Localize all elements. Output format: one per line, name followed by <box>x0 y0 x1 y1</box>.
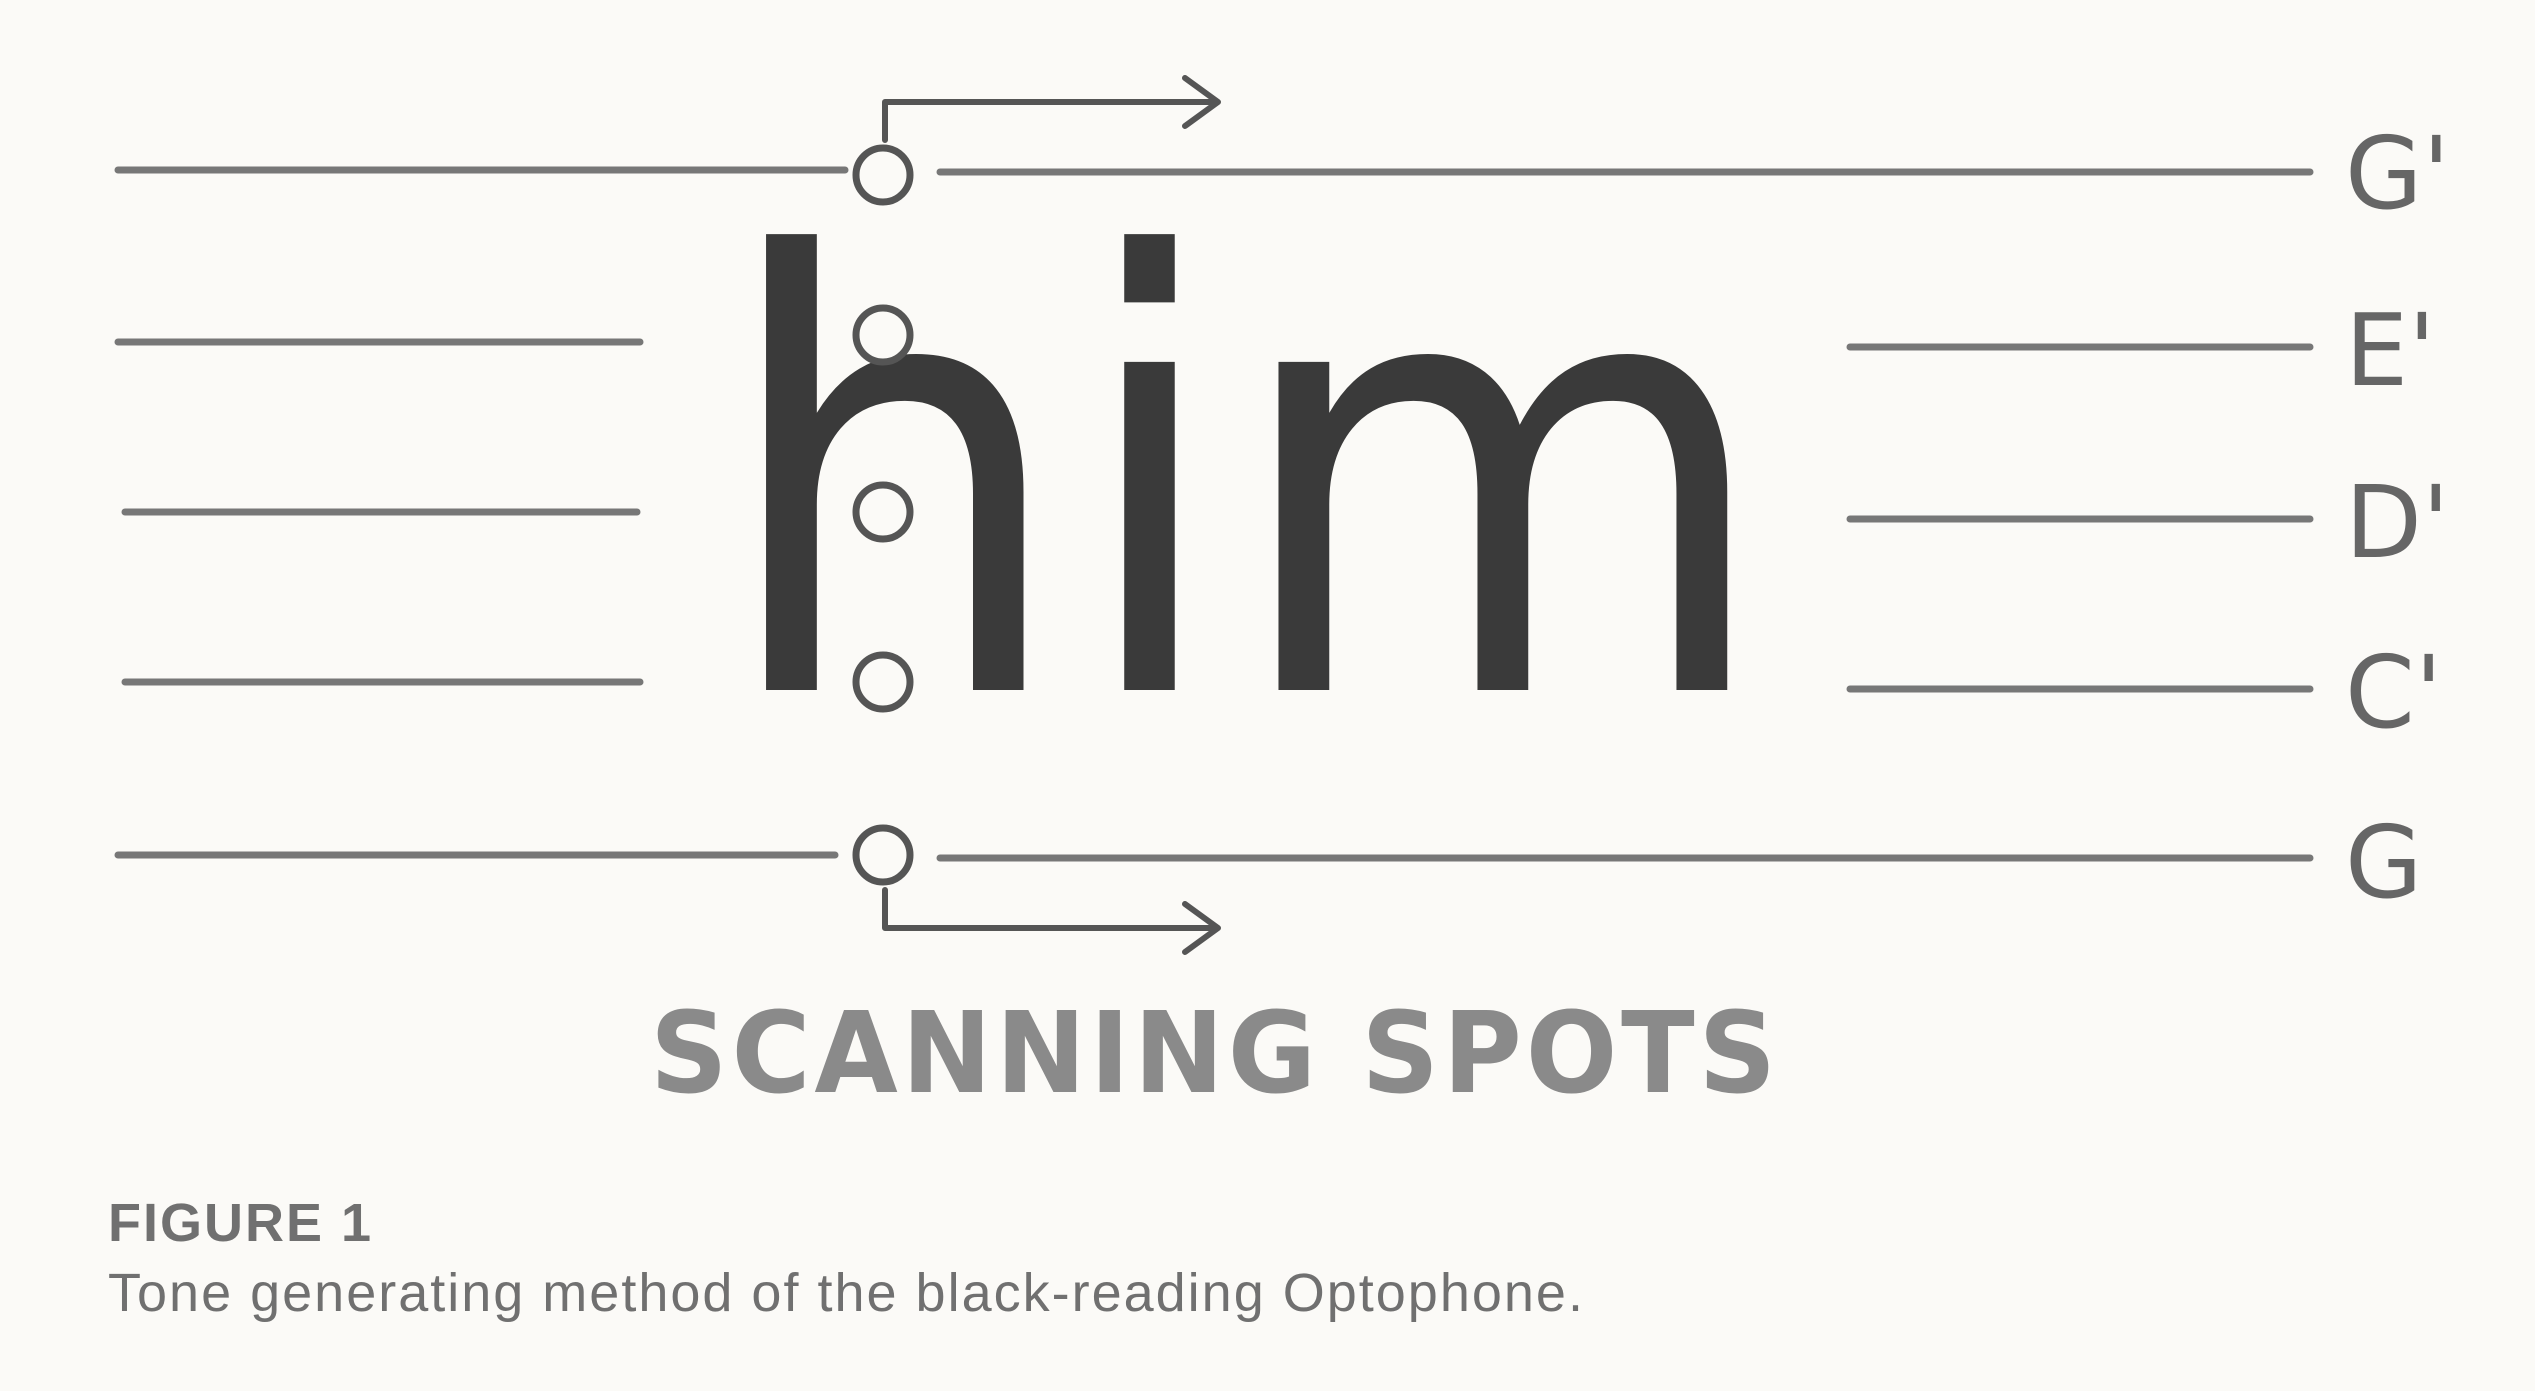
scanning-spot-1 <box>852 144 914 206</box>
scanning-spot-5 <box>852 824 914 886</box>
scanning-spot-4 <box>852 651 914 713</box>
note-label-d-prime: D' <box>2345 464 2450 581</box>
note-label-e-prime: E' <box>2345 292 2436 409</box>
figure-caption: Tone generating method of the black-read… <box>108 1263 1585 1323</box>
scanned-word: him <box>715 133 1775 832</box>
scanning-spot-3 <box>852 481 914 543</box>
note-label-c-prime: C' <box>2345 634 2442 751</box>
figure-title: FIGURE 1 <box>108 1193 374 1253</box>
scanning-spot-2 <box>852 304 914 366</box>
scanning-spots-label: SCANNING SPOTS <box>650 989 1780 1119</box>
scan-arrow-bottom <box>882 887 1221 955</box>
note-label-g-prime: G' <box>2345 115 2450 232</box>
scan-arrow-top <box>882 75 1221 143</box>
note-label-g: G <box>2345 804 2423 921</box>
